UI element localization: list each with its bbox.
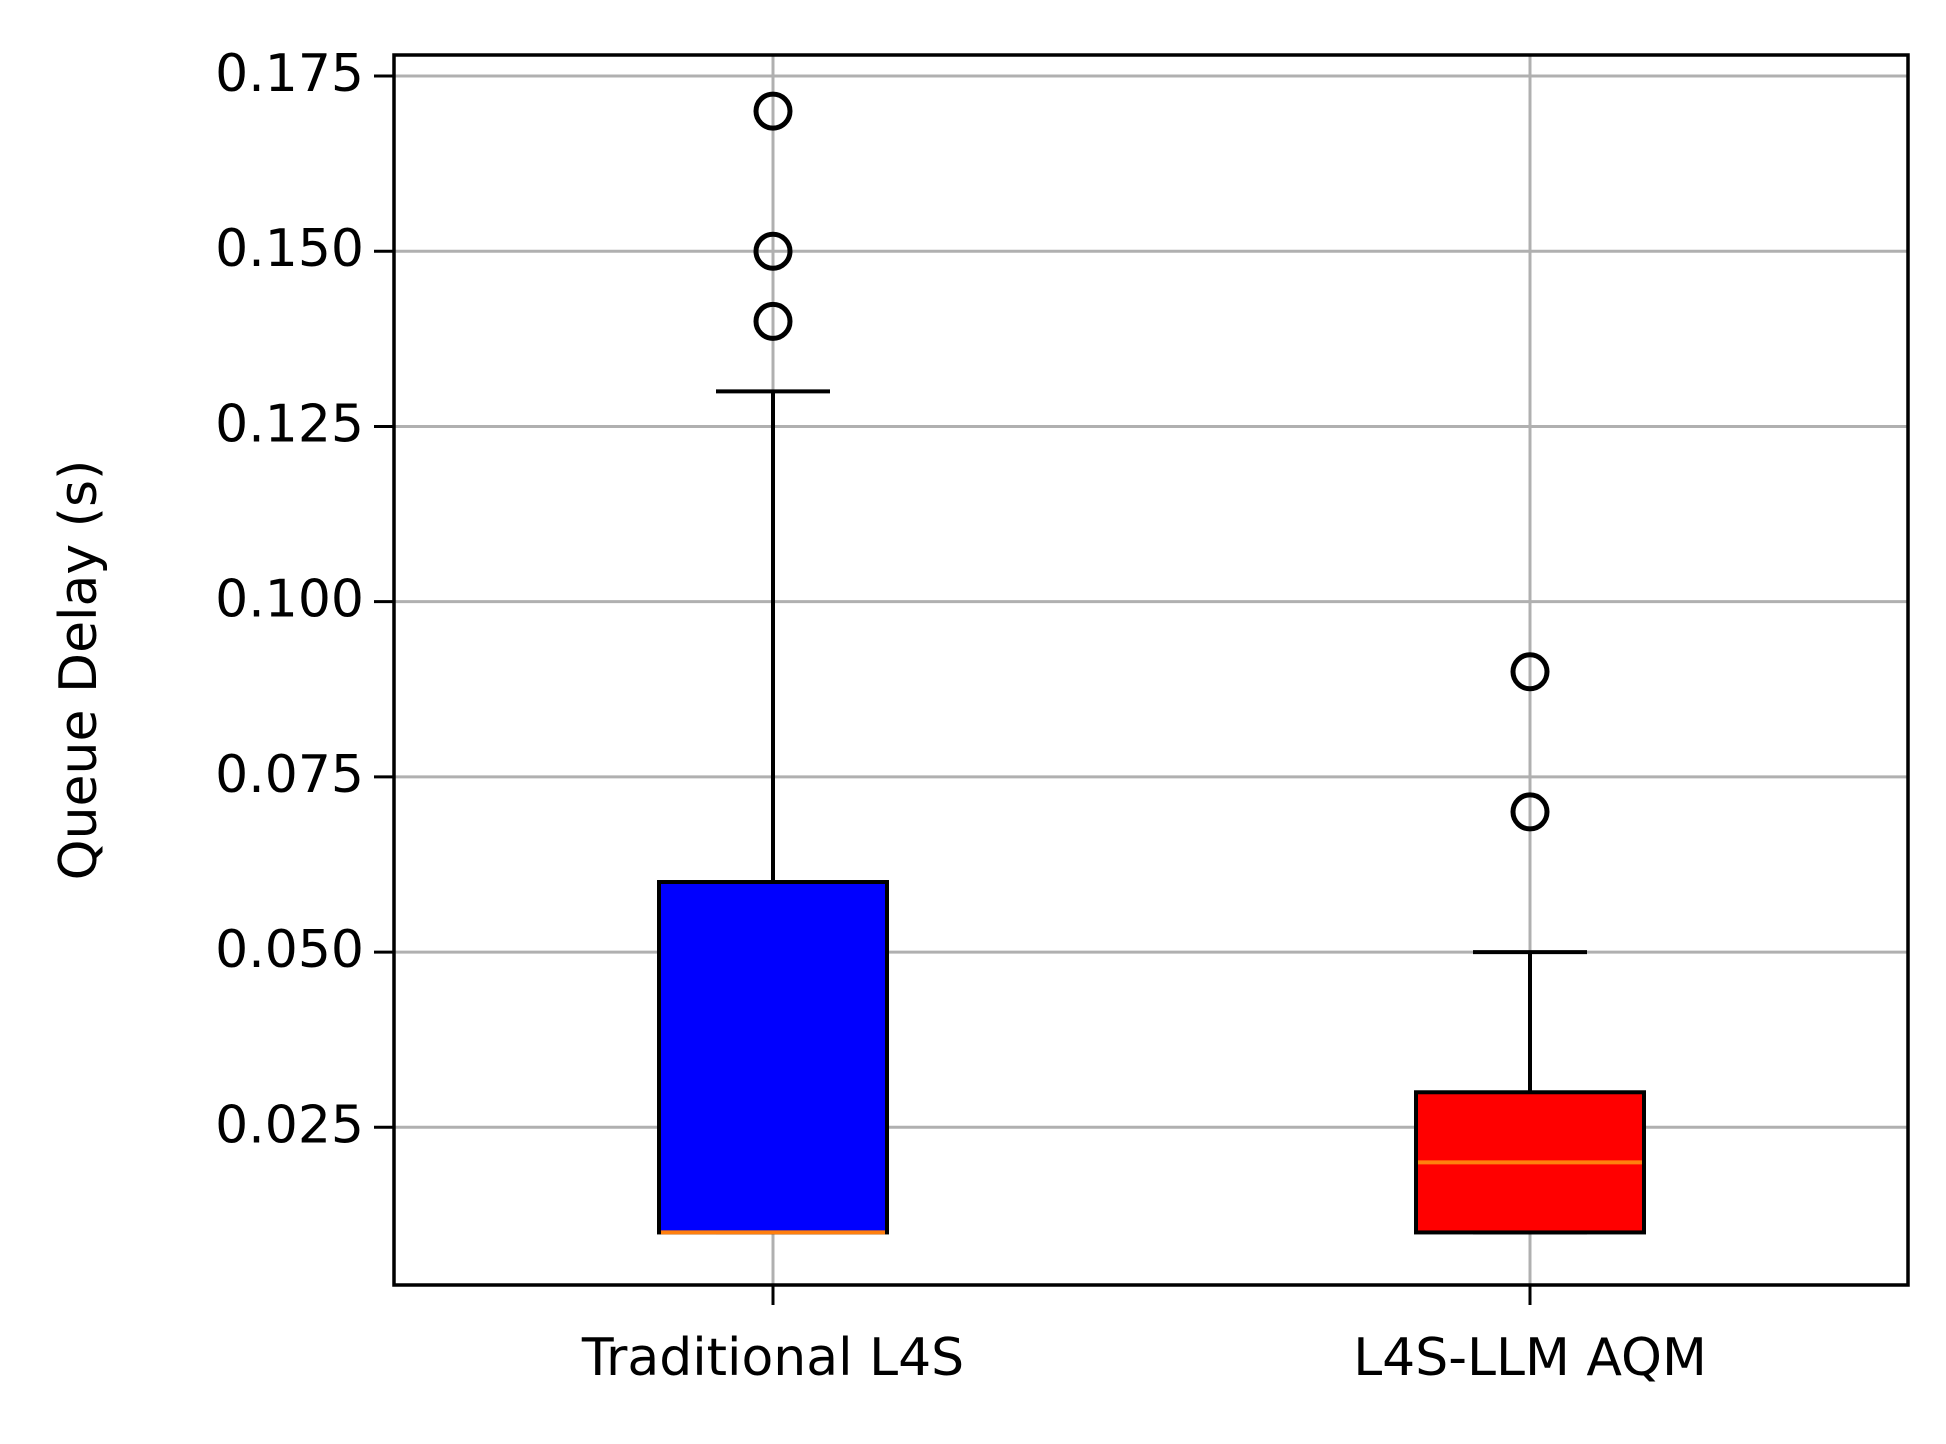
- plot-frame: [392, 53, 1910, 1287]
- y-axis-label: Queue Delay (s): [49, 460, 109, 881]
- iqr-box: [657, 880, 889, 1235]
- outlier-point: [1510, 652, 1550, 692]
- x-tick-label: Traditional L4S: [581, 1328, 964, 1388]
- outlier-point: [753, 301, 793, 341]
- x-tick-label: L4S-LLM AQM: [1353, 1328, 1707, 1388]
- y-tick-label: 0.125: [215, 394, 364, 454]
- y-tick-label: 0.175: [215, 44, 364, 104]
- outlier-point: [753, 91, 793, 131]
- y-tick-label: 0.150: [215, 219, 364, 279]
- outlier-point: [753, 231, 793, 271]
- box-1: [657, 91, 889, 1235]
- box-2: [1414, 652, 1646, 1235]
- y-tick-label: 0.025: [215, 1095, 364, 1155]
- outlier-point: [1510, 792, 1550, 832]
- y-tick-label: 0.075: [215, 745, 364, 805]
- y-tick-label: 0.050: [215, 920, 364, 980]
- y-tick-label: 0.100: [215, 570, 364, 630]
